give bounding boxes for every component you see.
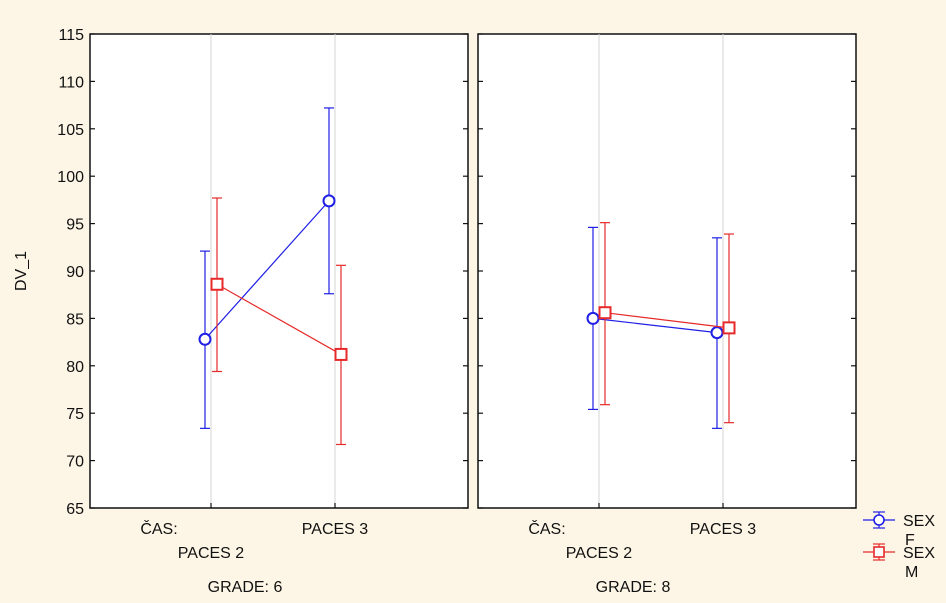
x-tick-label: PACES 2 xyxy=(566,545,633,562)
y-tick-label: 105 xyxy=(57,122,84,139)
x-tick-label: PACES 3 xyxy=(690,521,757,538)
series-line-M xyxy=(216,283,342,355)
y-tick-label: 110 xyxy=(58,74,84,91)
series-line-F xyxy=(592,317,718,334)
data-point-M xyxy=(210,277,224,291)
data-point-F xyxy=(198,332,212,346)
plot-panel xyxy=(477,33,857,509)
data-point-F xyxy=(710,326,724,340)
data-point-M xyxy=(598,306,612,320)
y-tick-label: 95 xyxy=(66,217,84,234)
y-tick-label: 100 xyxy=(57,169,84,186)
x-tick-label: PACES 2 xyxy=(178,545,245,562)
panel-label: GRADE: 6 xyxy=(208,579,283,596)
y-tick-label: 75 xyxy=(66,406,84,423)
panel-label: GRADE: 8 xyxy=(596,579,671,596)
legend-label: F xyxy=(905,532,915,549)
legend-label: M xyxy=(905,564,918,581)
y-tick-label: 90 xyxy=(66,264,84,281)
series-line-F xyxy=(204,200,330,340)
data-point-F xyxy=(586,311,600,325)
x-factor-label: ČAS: xyxy=(140,519,177,538)
data-point-M xyxy=(334,347,348,361)
y-tick-label: 70 xyxy=(66,454,84,471)
data-point-F xyxy=(322,194,336,208)
x-factor-label: ČAS: xyxy=(528,519,565,538)
series-line-M xyxy=(604,312,730,329)
legend-marker-square xyxy=(873,546,885,558)
data-point-M xyxy=(722,321,736,335)
legend-label: SEX xyxy=(903,513,935,530)
plot-panel xyxy=(89,33,469,509)
y-axis-title: DV_1 xyxy=(13,251,30,291)
y-tick-label: 85 xyxy=(66,311,84,328)
legend-label: SEX xyxy=(903,545,935,562)
x-tick-label: PACES 3 xyxy=(302,521,369,538)
y-tick-label: 80 xyxy=(66,359,84,376)
legend-marker-circle xyxy=(873,514,885,526)
y-tick-label: 115 xyxy=(58,27,84,44)
y-tick-label: 65 xyxy=(66,501,84,518)
